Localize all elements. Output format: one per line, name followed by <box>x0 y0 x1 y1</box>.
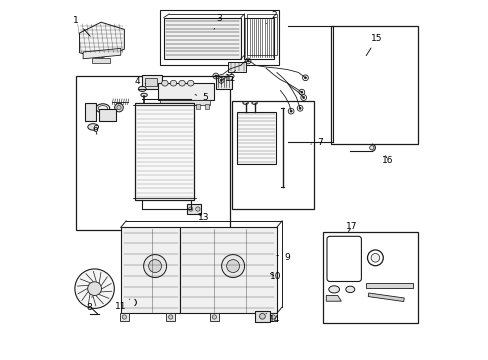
Text: 9: 9 <box>276 253 289 262</box>
Circle shape <box>220 79 222 81</box>
Bar <box>210 313 218 320</box>
Bar <box>142 75 162 89</box>
Bar <box>135 103 194 200</box>
Text: 5: 5 <box>195 93 207 102</box>
Bar <box>160 100 210 105</box>
Bar <box>180 227 276 314</box>
Text: 14: 14 <box>265 314 280 324</box>
Text: 7: 7 <box>310 138 322 147</box>
Circle shape <box>289 110 292 112</box>
Bar <box>204 104 208 109</box>
Circle shape <box>168 315 172 319</box>
Bar <box>144 78 157 86</box>
Circle shape <box>304 77 306 79</box>
Bar <box>160 10 278 65</box>
Bar <box>323 232 418 323</box>
Circle shape <box>115 103 123 112</box>
Circle shape <box>239 64 242 66</box>
Bar <box>85 103 96 121</box>
Bar <box>268 313 277 320</box>
Circle shape <box>75 269 114 309</box>
Bar <box>247 14 276 55</box>
Circle shape <box>143 255 166 278</box>
Ellipse shape <box>162 80 168 86</box>
Circle shape <box>221 255 244 278</box>
Text: 3: 3 <box>214 14 222 30</box>
Text: 4: 4 <box>134 77 145 86</box>
Bar <box>236 112 276 164</box>
Bar <box>367 293 404 302</box>
Text: 12: 12 <box>221 75 235 84</box>
Ellipse shape <box>251 102 257 104</box>
Circle shape <box>117 105 121 110</box>
Ellipse shape <box>141 93 147 97</box>
Bar <box>215 76 231 89</box>
Bar <box>121 227 180 314</box>
Bar <box>92 58 110 63</box>
Bar <box>166 313 175 320</box>
Bar <box>255 311 269 321</box>
Bar <box>121 227 276 314</box>
Text: 15: 15 <box>366 34 382 56</box>
Circle shape <box>270 315 275 319</box>
Bar <box>244 18 273 59</box>
Text: 6: 6 <box>93 125 99 134</box>
Ellipse shape <box>345 286 354 293</box>
Circle shape <box>369 145 373 150</box>
Circle shape <box>246 60 249 62</box>
Circle shape <box>148 260 161 273</box>
Bar <box>163 104 167 109</box>
Bar <box>231 101 314 209</box>
Text: 8: 8 <box>86 297 92 312</box>
Circle shape <box>87 282 102 296</box>
Circle shape <box>188 207 192 211</box>
Text: 2: 2 <box>265 10 276 24</box>
Circle shape <box>259 314 265 319</box>
Text: 13: 13 <box>197 213 208 222</box>
Bar <box>187 204 201 214</box>
Bar <box>76 76 230 230</box>
Ellipse shape <box>88 124 99 130</box>
Ellipse shape <box>328 286 339 293</box>
Text: 16: 16 <box>382 156 393 165</box>
Ellipse shape <box>98 105 107 111</box>
Bar <box>99 109 116 121</box>
Text: 11: 11 <box>115 299 129 311</box>
Bar <box>330 26 418 144</box>
Bar <box>163 18 241 59</box>
Bar <box>120 313 128 320</box>
Circle shape <box>302 96 304 99</box>
Ellipse shape <box>187 80 194 86</box>
Bar <box>174 104 178 109</box>
Circle shape <box>300 91 303 93</box>
Text: 17: 17 <box>346 222 357 231</box>
Circle shape <box>214 75 217 77</box>
Polygon shape <box>80 22 124 58</box>
Circle shape <box>298 107 301 109</box>
Polygon shape <box>325 296 341 301</box>
Circle shape <box>195 207 200 211</box>
Polygon shape <box>83 48 121 59</box>
Circle shape <box>226 260 239 273</box>
Bar <box>366 283 412 288</box>
Ellipse shape <box>243 102 248 104</box>
Text: 10: 10 <box>270 272 281 281</box>
Bar <box>195 104 200 109</box>
Circle shape <box>370 253 379 262</box>
Circle shape <box>122 315 126 319</box>
Bar <box>228 62 246 72</box>
Text: 1: 1 <box>73 16 90 36</box>
Ellipse shape <box>179 80 185 86</box>
Bar <box>158 83 214 100</box>
Ellipse shape <box>138 86 146 91</box>
Circle shape <box>212 315 216 319</box>
Bar <box>184 104 189 109</box>
Ellipse shape <box>170 80 176 86</box>
